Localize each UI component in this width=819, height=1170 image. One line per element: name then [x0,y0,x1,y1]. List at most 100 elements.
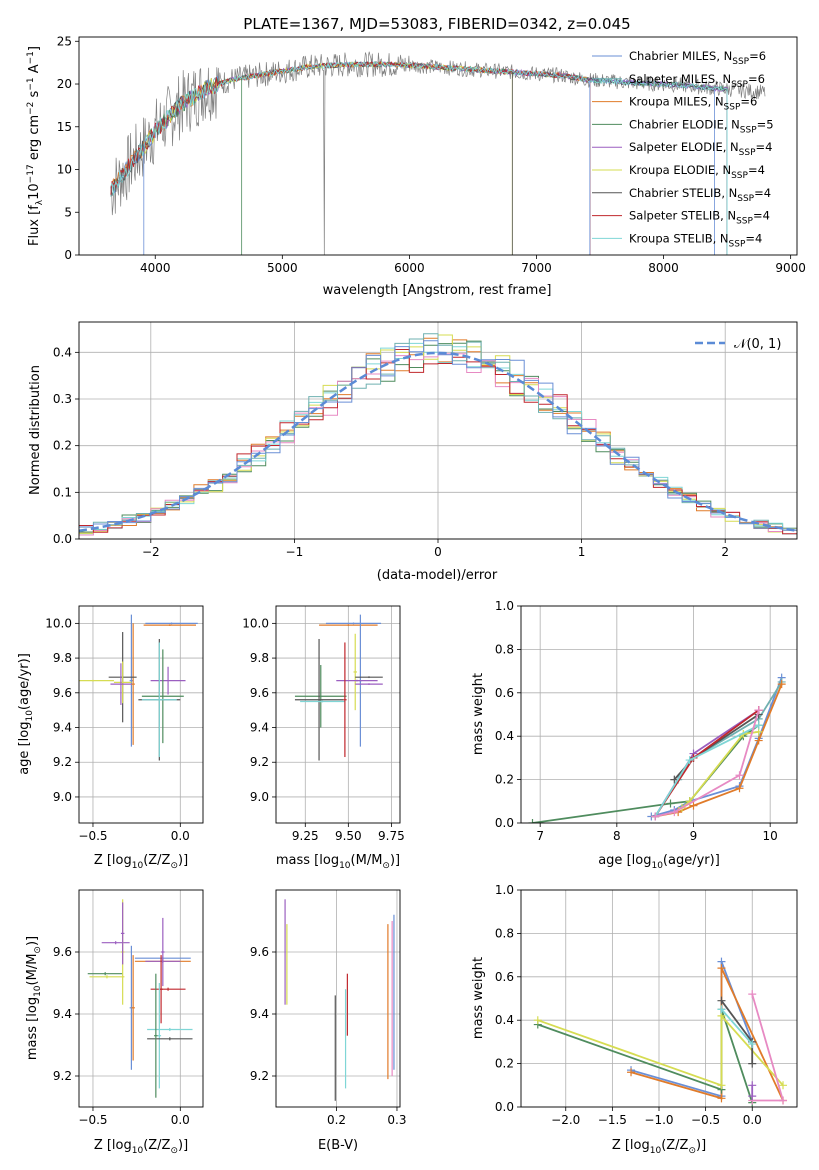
panel-residuals: −2 −1 0 1 2 0.0 0.1 0.2 0.3 0.4 𝒩(0, 1) [53,321,798,559]
y-tick-label: 15 [57,120,72,134]
x-tick-label: −1 [286,545,304,559]
mass-weight-marker [779,1081,788,1090]
plot-area [79,614,198,761]
panel-spectrum: 4000 5000 6000 7000 8000 9000 0 5 10 15 20 25 Chabri… [57,34,806,275]
x-axis-label-part: )] [696,1138,706,1153]
panel-massweight_vs_Z: −2.0 −1.5 −1.0 −0.5 0.0 0.0 0.2 0.4 0.6 0.8 1.0 [495,883,798,1127]
y-axis-label-part: 10 [33,985,43,997]
legend-label: Kroupa ELODIE, NSSP=4 [629,163,765,181]
x-tick-label: 8000 [648,261,679,275]
x-tick-label: 9.25 [292,829,319,843]
y-axis-label-part: age [log [17,722,32,775]
y-tick-label: 0.4 [495,1013,514,1027]
y-axis-label-part: −17 [26,164,36,183]
residual-histogram [79,340,797,531]
x-axis-label-part: 10 [132,1146,144,1156]
x-axis-label-part: )] [178,853,188,868]
y-tick-label: 20 [57,77,72,91]
legend-label-part: =6 [748,72,765,86]
legend-label: Salpeter STELIB, NSSP=4 [629,209,770,227]
legend-label: Salpeter ELODIE, NSSP=4 [629,140,772,158]
legend-label-part: =4 [754,186,771,200]
y-tick-label: 9.8 [53,651,72,665]
y-tick-label: 0.1 [53,485,72,499]
legend-label-part: =4 [753,209,770,223]
x-axis-label: Z [log10(Z/Z⊙)] [94,853,188,871]
mass-weight-marker [717,1094,726,1103]
mass-weight-marker [754,736,763,745]
y-axis-label-part: (age/yr)] [17,653,32,710]
y-tick-label: 9.2 [250,755,269,769]
plot-area [110,51,766,255]
legend-label-part: SSP [724,103,741,113]
x-tick-label: 6000 [394,261,425,275]
y-tick-label: 9.0 [250,790,269,804]
legend-label-part: Salpeter MILES, N [629,72,731,86]
x-axis-label-part: (age/yr)] [663,853,720,868]
legend-label-part: SSP [731,80,748,90]
mass-weight-line [751,993,785,1102]
y-tick-label: 9.6 [53,686,72,700]
x-tick-label: 0 [434,545,442,559]
mass-weight-marker [666,799,675,808]
axes-frame [275,889,401,1108]
x-axis-label: wavelength [Angstrom, rest frame] [323,283,552,298]
x-axis-label-part: ⊙ [170,861,178,871]
axes-frame [520,605,798,824]
x-axis-label-part: )] [390,853,400,868]
mass-weight-marker [533,1016,542,1025]
x-axis-label: Z [log10(Z/Z⊙)] [612,1138,706,1156]
x-axis-label: E(B-V) [318,1138,358,1153]
panel-mass_vs_ebv: 0.2 0.3 9.2 9.4 9.6 [250,889,407,1127]
panel-age_vs_mass: 9.25 9.50 9.75 9.0 9.2 9.4 9.6 9.8 10.0 [242,605,405,843]
axes-frame [520,889,798,1108]
y-axis-label-part: (M/M [25,954,40,986]
legend-label-part: =4 [745,231,762,245]
y-tick-label: 9.6 [250,686,269,700]
mass-weight-line [655,683,783,818]
y-tick-label: 0.2 [495,773,514,787]
x-axis-label-part: (Z/Z [143,1138,170,1153]
x-axis-label-part: (Z/Z [661,1138,688,1153]
y-axis-label-part: ] [27,46,42,51]
x-tick-label: 2 [721,545,729,559]
y-tick-label: 0.8 [495,642,514,656]
legend-label-part: Chabrier MILES, N [629,49,732,63]
legend-label: Salpeter MILES, NSSP=6 [629,72,765,90]
x-axis-label-part: 10 [651,861,663,871]
legend-label: Chabrier MILES, NSSP=6 [629,49,766,67]
plot-area [294,614,383,761]
x-tick-label: 5000 [267,261,298,275]
y-axis-label-part: )] [25,936,40,946]
y-tick-label: 9.2 [53,755,72,769]
axes-frame [78,889,204,1108]
x-tick-label: −1.5 [598,1113,627,1127]
x-axis-label-part: 10 [339,861,351,871]
y-tick-label: 0.6 [495,686,514,700]
mass-weight-marker [748,1081,757,1090]
legend-label-part: Chabrier STELIB, N [629,186,737,200]
legend-label-part: SSP [739,148,756,158]
axes-frame [275,605,401,824]
y-tick-label: 10.0 [45,616,72,630]
y-axis-label-part: Flux [f [27,205,42,246]
x-tick-label: −0.5 [78,829,107,843]
legend-label-part: =4 [748,163,765,177]
legend-label-part: SSP [732,57,749,67]
x-tick-label: 1 [578,545,586,559]
legend-label-part: Kroupa ELODIE, N [629,163,731,177]
mass-weight-line [654,709,760,818]
legend-label-part: =4 [756,140,773,154]
y-tick-label: 0.4 [53,345,72,359]
x-axis-label-part: (M/M [351,853,383,868]
plot-area [87,899,193,1098]
mass-weight-marker [735,784,744,793]
y-axis-label-part: λ [35,199,45,205]
y-tick-label: 9.4 [53,721,72,735]
y-tick-label: 9.6 [250,945,269,959]
y-tick-label: 0.0 [495,1100,514,1114]
plot-area [79,333,797,536]
x-axis-label-part: )] [178,1138,188,1153]
legend-label: Chabrier STELIB, NSSP=4 [629,186,771,204]
y-tick-label: 9.4 [250,721,269,735]
